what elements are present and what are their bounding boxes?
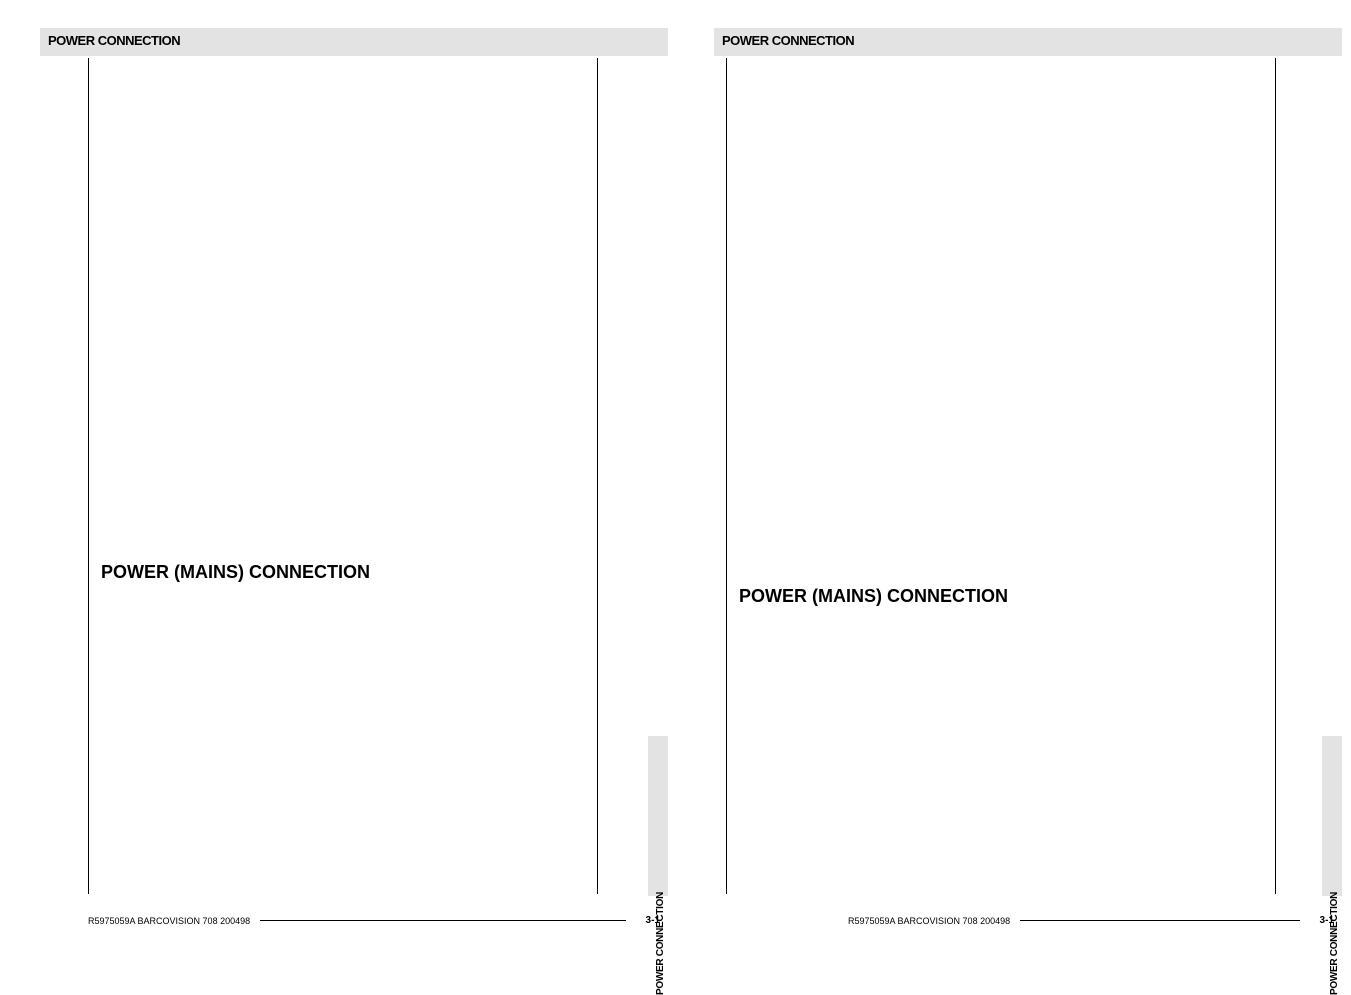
header-title-left: POWER CONNECTION: [48, 33, 180, 48]
side-tab-label-right: POWER CONNECTION: [1329, 892, 1340, 995]
content-box-right: POWER (MAINS) CONNECTION: [726, 58, 1276, 894]
footer-page-number-left: 3-1: [646, 915, 660, 926]
footer-doc-id-right: R5975059A BARCOVISION 708 200498: [848, 916, 1010, 926]
side-tab-right: [1322, 736, 1342, 896]
document-canvas: POWER CONNECTION POWER (MAINS) CONNECTIO…: [0, 0, 1351, 954]
footer-left: R5975059A BARCOVISION 708 200498 3-1: [40, 910, 668, 928]
page-left: POWER CONNECTION POWER (MAINS) CONNECTIO…: [40, 28, 668, 928]
page-right: POWER CONNECTION POWER (MAINS) CONNECTIO…: [714, 28, 1342, 928]
footer-right: R5975059A BARCOVISION 708 200498 3-1: [714, 910, 1342, 928]
footer-rule-right: [1020, 920, 1300, 921]
side-tab-label-left: POWER CONNECTION: [655, 892, 666, 995]
footer-rule-left: [260, 920, 626, 921]
main-heading-left: POWER (MAINS) CONNECTION: [101, 562, 370, 583]
side-tab-left: [648, 736, 668, 896]
footer-page-number-right: 3-1: [1320, 915, 1334, 926]
content-box-left: POWER (MAINS) CONNECTION: [88, 58, 598, 894]
footer-doc-id-left: R5975059A BARCOVISION 708 200498: [88, 916, 250, 926]
main-heading-right: POWER (MAINS) CONNECTION: [739, 586, 1008, 607]
header-title-right: POWER CONNECTION: [722, 33, 854, 48]
